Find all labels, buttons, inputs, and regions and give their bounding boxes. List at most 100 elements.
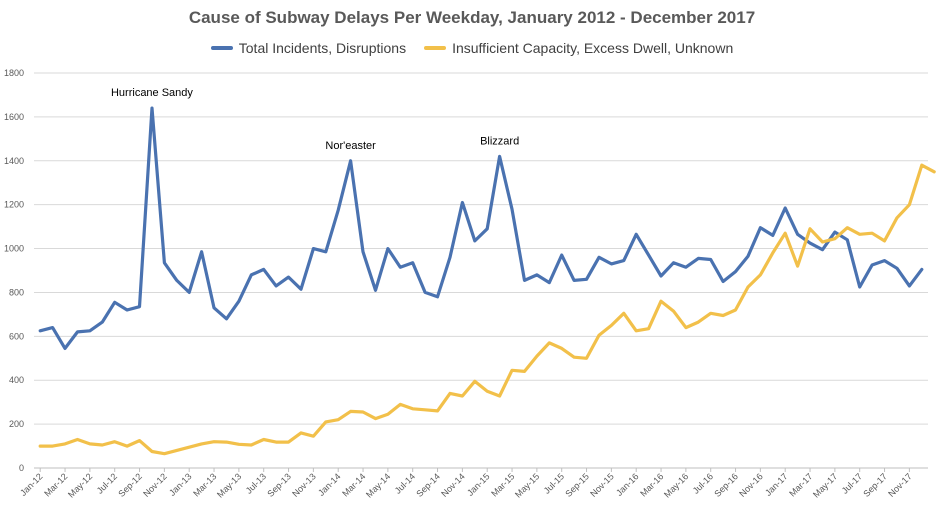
data-point-total-incidents — [64, 347, 66, 349]
x-tick-label: Mar-13 — [191, 471, 218, 498]
y-tick-label: 600 — [9, 331, 24, 341]
x-tick-label: Nov-14 — [439, 471, 467, 499]
data-point-total-incidents — [374, 289, 376, 291]
data-point-insufficient-capacity — [486, 390, 488, 392]
data-point-insufficient-capacity — [337, 419, 339, 421]
x-tick-label: Sep-17 — [861, 471, 889, 499]
data-point-insufficient-capacity — [424, 409, 426, 411]
data-point-total-incidents — [225, 318, 227, 320]
data-point-total-incidents — [387, 247, 389, 249]
data-point-total-incidents — [908, 285, 910, 287]
legend-label-total-incidents: Total Incidents, Disruptions — [238, 40, 407, 56]
x-tick-label: Sep-14 — [414, 471, 442, 499]
data-point-insufficient-capacity — [623, 312, 625, 314]
x-tick-label: Mar-14 — [340, 471, 367, 498]
data-point-insufficient-capacity — [176, 449, 178, 451]
y-tick-label: 0 — [19, 463, 24, 473]
data-point-total-incidents — [300, 288, 302, 290]
data-point-insufficient-capacity — [697, 321, 699, 323]
data-point-total-incidents — [287, 276, 289, 278]
data-point-insufficient-capacity — [933, 171, 935, 173]
data-point-total-incidents — [623, 259, 625, 261]
data-point-total-incidents — [834, 231, 836, 233]
y-tick-label: 200 — [9, 419, 24, 429]
y-tick-label: 800 — [9, 287, 24, 297]
data-point-insufficient-capacity — [250, 444, 252, 446]
data-point-total-incidents — [337, 209, 339, 211]
data-point-insufficient-capacity — [64, 443, 66, 445]
data-point-insufficient-capacity — [523, 370, 525, 372]
legend-item-total-incidents: Total Incidents, Disruptions — [210, 40, 407, 56]
data-point-total-incidents — [213, 307, 215, 309]
data-point-insufficient-capacity — [759, 274, 761, 276]
series-line-insufficient-capacity — [38, 163, 936, 456]
data-point-insufficient-capacity — [548, 342, 550, 344]
data-point-total-incidents — [436, 296, 438, 298]
annotation-hurricane-sandy: Hurricane Sandy — [111, 87, 193, 99]
data-point-total-incidents — [871, 264, 873, 266]
data-point-insufficient-capacity — [188, 446, 190, 448]
data-point-total-incidents — [784, 207, 786, 209]
data-point-insufficient-capacity — [660, 300, 662, 302]
data-point-insufficient-capacity — [449, 392, 451, 394]
data-point-total-incidents — [114, 301, 116, 303]
data-point-insufficient-capacity — [585, 357, 587, 359]
data-point-total-incidents — [151, 107, 153, 109]
data-point-total-incidents — [734, 270, 736, 272]
data-point-insufficient-capacity — [461, 395, 463, 397]
legend-swatch-insufficient-capacity — [424, 46, 447, 50]
data-point-total-incidents — [138, 306, 140, 308]
data-point-insufficient-capacity — [672, 310, 674, 312]
data-point-insufficient-capacity — [734, 309, 736, 311]
chart-title: Cause of Subway Delays Per Weekday, Janu… — [188, 8, 756, 27]
data-point-total-incidents — [263, 268, 265, 270]
data-point-total-incidents — [548, 281, 550, 283]
data-point-total-incidents — [598, 256, 600, 258]
x-tick-label: May-15 — [513, 471, 541, 499]
data-point-total-incidents — [796, 233, 798, 235]
data-point-insufficient-capacity — [809, 228, 811, 230]
data-point-total-incidents — [362, 251, 364, 253]
data-point-total-incidents — [883, 259, 885, 261]
data-point-insufficient-capacity — [871, 232, 873, 234]
data-point-total-incidents — [486, 228, 488, 230]
x-tick-label: Nov-17 — [886, 471, 914, 499]
series-line-total-incidents — [38, 106, 924, 350]
data-point-total-incidents — [610, 263, 612, 265]
x-tick-label: Jan-17 — [763, 471, 790, 498]
data-point-total-incidents — [51, 326, 53, 328]
data-point-total-incidents — [685, 266, 687, 268]
data-point-insufficient-capacity — [325, 421, 327, 423]
data-point-total-incidents — [39, 330, 41, 332]
data-point-total-incidents — [585, 278, 587, 280]
data-point-total-incidents — [523, 279, 525, 281]
data-point-total-incidents — [349, 160, 351, 162]
x-tick-label: Jan-12 — [18, 471, 45, 498]
data-point-insufficient-capacity — [51, 445, 53, 447]
x-tick-label: Jan-16 — [614, 471, 641, 498]
x-tick-label: May-16 — [662, 471, 690, 499]
data-point-insufficient-capacity — [834, 237, 836, 239]
data-point-total-incidents — [76, 331, 78, 333]
data-point-total-incidents — [747, 255, 749, 257]
x-tick-label: Nov-16 — [737, 471, 765, 499]
y-tick-label: 1600 — [4, 112, 24, 122]
x-tick-label: Nov-13 — [290, 471, 318, 499]
y-tick-label: 1400 — [4, 156, 24, 166]
data-point-total-incidents — [672, 262, 674, 264]
x-tick-label: May-12 — [66, 471, 94, 499]
legend: Total Incidents, Disruptions Insufficien… — [0, 40, 944, 56]
x-tick-label: Sep-12 — [116, 471, 144, 499]
data-point-total-incidents — [697, 257, 699, 259]
data-point-total-incidents — [859, 286, 861, 288]
y-tick-label: 400 — [9, 375, 24, 385]
annotation-nor-easter: Nor'easter — [325, 140, 376, 152]
x-tick-label: Jan-13 — [167, 471, 194, 498]
annotation-blizzard: Blizzard — [480, 135, 519, 147]
data-point-insufficient-capacity — [101, 444, 103, 446]
data-point-insufficient-capacity — [89, 443, 91, 445]
data-point-total-incidents — [250, 274, 252, 276]
data-point-insufficient-capacity — [772, 252, 774, 254]
legend-item-insufficient-capacity: Insufficient Capacity, Excess Dwell, Unk… — [424, 40, 733, 56]
